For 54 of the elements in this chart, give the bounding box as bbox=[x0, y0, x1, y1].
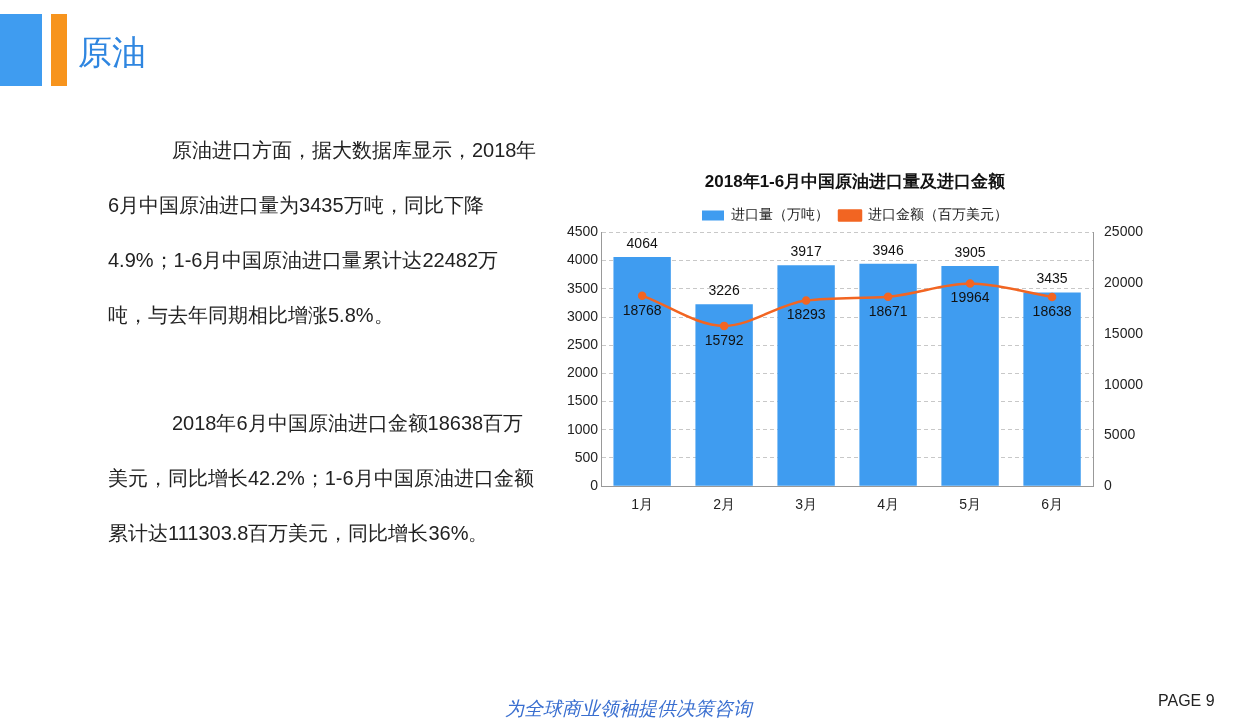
data-label: 3905 bbox=[954, 243, 986, 260]
y-tick-label: 4500 bbox=[566, 223, 599, 240]
y-tick-label: 3000 bbox=[566, 307, 599, 324]
x-tick-label: 6月 bbox=[1041, 496, 1063, 513]
y2-tick-label: 25000 bbox=[1104, 223, 1144, 240]
x-tick-label: 1月 bbox=[631, 496, 654, 513]
point bbox=[719, 321, 729, 331]
bar bbox=[695, 304, 753, 486]
y2-tick-label: 5000 bbox=[1104, 426, 1136, 443]
y-tick-label: 2500 bbox=[566, 336, 599, 353]
bar bbox=[613, 256, 671, 486]
x-tick-label: 2月 bbox=[713, 496, 736, 513]
legend-label: 进口金额（百万美元） bbox=[868, 206, 1008, 223]
data-label: 18638 bbox=[1032, 302, 1072, 319]
point bbox=[1047, 292, 1057, 302]
y-tick-label: 1000 bbox=[566, 420, 599, 437]
x-tick-label: 3月 bbox=[795, 496, 818, 513]
data-label: 4064 bbox=[626, 234, 658, 251]
chart-title: 2018年1-6月中国原油进口量及进口金额 bbox=[704, 171, 1007, 191]
y2-tick-label: 20000 bbox=[1104, 274, 1144, 291]
y-tick-label: 2000 bbox=[566, 364, 599, 381]
text: 2018年6月中国原油进口金额18638百万美元，同比增长42.2%；1-6月中国原油进口金额累计达111303.8百万美元，同比增长36%。 bbox=[108, 412, 534, 544]
y-tick-label: 1500 bbox=[566, 392, 599, 409]
data-label: 18671 bbox=[868, 302, 908, 319]
y2-tick-label: 0 bbox=[1104, 477, 1113, 494]
data-label: 15792 bbox=[704, 331, 744, 348]
point bbox=[883, 292, 893, 301]
bar bbox=[941, 265, 999, 486]
legend-label: 进口量（万吨） bbox=[731, 206, 829, 223]
data-label: 3435 bbox=[1036, 270, 1068, 287]
x-tick-label: 5月 bbox=[959, 496, 981, 513]
text: 为全球商业领袖提供决策咨询 bbox=[505, 697, 752, 721]
y-tick-label: 0 bbox=[590, 477, 599, 494]
point bbox=[965, 279, 975, 288]
text: 原油 bbox=[78, 32, 146, 73]
point bbox=[637, 291, 647, 300]
data-label: 18768 bbox=[622, 301, 662, 318]
y-tick-label: 4000 bbox=[566, 251, 599, 268]
data-label: 3946 bbox=[872, 241, 904, 258]
y2-tick-label: 10000 bbox=[1104, 375, 1144, 392]
x-tick-label: 4月 bbox=[877, 496, 899, 513]
data-label: 18293 bbox=[786, 306, 826, 323]
data-label: 3917 bbox=[790, 243, 822, 260]
text: PAGE 9 bbox=[1158, 692, 1215, 710]
y-tick-label: 3500 bbox=[566, 279, 599, 296]
bar bbox=[1023, 292, 1081, 486]
data-label: 19964 bbox=[950, 289, 990, 306]
y-tick-label: 500 bbox=[574, 448, 599, 465]
y2-tick-label: 15000 bbox=[1104, 324, 1144, 341]
point bbox=[801, 296, 811, 305]
bar bbox=[777, 265, 835, 486]
data-label: 3226 bbox=[708, 282, 740, 299]
text: 原油进口方面，据大数据库显示，2018年6月中国原油进口量为3435万吨，同比下降4.9%；1-6月中国原油进口量累计达22482万吨，与去年同期相比增涨5.8%。 bbox=[108, 139, 537, 326]
bar bbox=[859, 263, 917, 486]
